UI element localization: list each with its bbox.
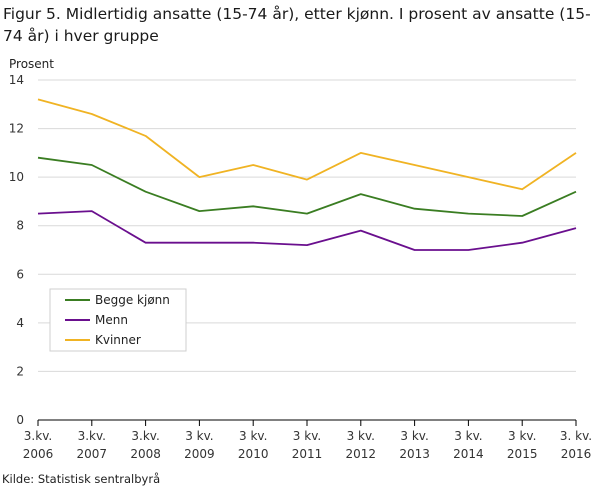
y-tick-label: 8 <box>16 219 24 233</box>
y-tick-label: 6 <box>16 267 24 281</box>
x-tick-label-quarter: 3 kv. <box>454 429 482 443</box>
legend: Begge kjønn Menn Kvinner <box>49 288 187 352</box>
series-lines <box>37 98 577 251</box>
y-tick-label: 14 <box>9 73 24 87</box>
x-tick-label-year: 2015 <box>507 447 538 461</box>
x-tick-label-year: 2011 <box>292 447 323 461</box>
series-line-menn <box>37 210 577 251</box>
series-line-begge-kj-nn <box>37 156 577 217</box>
y-tick-label: 12 <box>9 122 24 136</box>
series-line-kvinner <box>37 98 577 191</box>
x-tick-label-year: 2006 <box>23 447 54 461</box>
y-axis-label: Prosent <box>9 57 54 71</box>
x-axis: 3.kv. 2006 3.kv. 2007 3.kv. 2008 3 kv. 2009 3 kv… <box>23 419 592 461</box>
y-tick-label: 4 <box>16 316 24 330</box>
x-tick-label-year: 2009 <box>184 447 215 461</box>
y-tick-label: 0 <box>16 413 24 427</box>
y-tick-label: 10 <box>9 170 24 184</box>
x-tick-label-quarter: 3.kv. <box>24 429 52 443</box>
x-tick-label-year: 2007 <box>77 447 108 461</box>
legend-label-menn: Menn <box>95 313 128 327</box>
x-tick-label-quarter: 3 kv. <box>185 429 213 443</box>
x-tick-label-quarter: 3.kv. <box>78 429 106 443</box>
legend-label-kvinner: Kvinner <box>95 333 141 347</box>
x-tick-label-quarter: 3 kv. <box>400 429 428 443</box>
x-tick-label-quarter: 3. kv. <box>560 429 592 443</box>
y-tick-label: 2 <box>16 364 24 378</box>
x-tick-label-year: 2012 <box>346 447 377 461</box>
legend-label-begge-kj-nn: Begge kjønn <box>95 293 170 307</box>
x-tick-label-quarter: 3.kv. <box>131 429 159 443</box>
x-tick-label-year: 2010 <box>238 447 269 461</box>
x-tick-label-year: 2014 <box>453 447 484 461</box>
x-tick-label-quarter: 3 kv. <box>508 429 536 443</box>
chart-title: Figur 5. Midlertidig ansatte (15-74 år),… <box>3 5 591 45</box>
x-tick-label-year: 2013 <box>399 447 430 461</box>
x-tick-label-quarter: 3 kv. <box>293 429 321 443</box>
source-note: Kilde: Statistisk sentralbyrå <box>2 472 161 486</box>
x-tick-label-year: 2008 <box>130 447 161 461</box>
y-axis-ticks: 0 2 4 6 8 10 12 14 <box>9 73 24 427</box>
x-tick-label-quarter: 3 kv. <box>347 429 375 443</box>
x-tick-label-year: 2016 <box>561 447 592 461</box>
x-tick-label-quarter: 3 kv. <box>239 429 267 443</box>
